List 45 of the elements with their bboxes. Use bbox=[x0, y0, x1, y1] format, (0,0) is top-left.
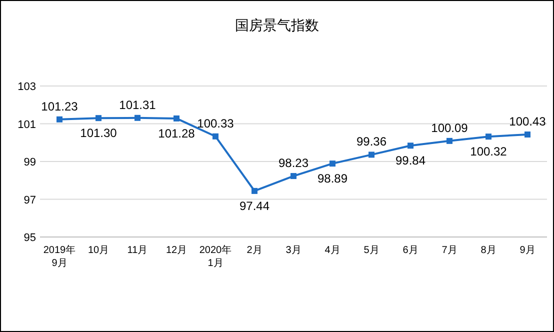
x-tick-label: 12月 bbox=[166, 245, 188, 256]
data-label: 101.23 bbox=[41, 99, 78, 114]
x-tick-label: 9月 bbox=[520, 245, 536, 256]
x-tick-label: 3月 bbox=[286, 245, 302, 256]
point bbox=[330, 160, 336, 167]
data-label: 99.36 bbox=[356, 134, 387, 149]
y-tick-label: 95 bbox=[24, 232, 36, 244]
point bbox=[174, 115, 180, 122]
x-tick-label: 10月 bbox=[88, 245, 110, 256]
y-tick-label: 101 bbox=[18, 118, 36, 131]
x-tick-label: 11月 bbox=[127, 245, 148, 256]
x-tick-label: 7月 bbox=[442, 245, 458, 256]
y-tick-label: 99 bbox=[24, 156, 36, 168]
data-label: 100.43 bbox=[509, 114, 546, 129]
x-tick-label: 5月 bbox=[364, 245, 380, 256]
point bbox=[134, 114, 140, 121]
point bbox=[446, 138, 452, 144]
point bbox=[56, 116, 62, 122]
point bbox=[96, 115, 102, 122]
point bbox=[486, 134, 492, 140]
x-tick-label: 2月 bbox=[246, 245, 262, 256]
point bbox=[408, 142, 414, 149]
x-tick-label: 8月 bbox=[480, 245, 496, 256]
data-label: 100.09 bbox=[431, 120, 468, 135]
data-label: 101.31 bbox=[119, 98, 156, 112]
point bbox=[368, 152, 374, 158]
x-tick-label: 4月 bbox=[324, 245, 340, 256]
data-label: 98.89 bbox=[317, 172, 348, 186]
data-label: 97.44 bbox=[239, 198, 270, 213]
x-tick-label: 6月 bbox=[402, 245, 418, 256]
point bbox=[212, 133, 218, 140]
x-tick-label: 2019年 9月 bbox=[43, 244, 76, 269]
data-label: 100.32 bbox=[470, 144, 508, 159]
y-tick-label: 103 bbox=[18, 81, 36, 93]
y-tick-label: 97 bbox=[24, 194, 36, 206]
x-tick-label: 2020年 1月 bbox=[199, 244, 232, 269]
data-label: 101.28 bbox=[158, 126, 196, 140]
data-label: 100.33 bbox=[197, 116, 234, 130]
data-label: 99.84 bbox=[395, 154, 426, 168]
point bbox=[290, 173, 296, 180]
point bbox=[524, 132, 530, 138]
data-label: 101.30 bbox=[80, 126, 118, 140]
point bbox=[252, 188, 258, 194]
chart-title: 国房景气指数 bbox=[235, 17, 319, 33]
data-label: 98.23 bbox=[278, 156, 309, 170]
